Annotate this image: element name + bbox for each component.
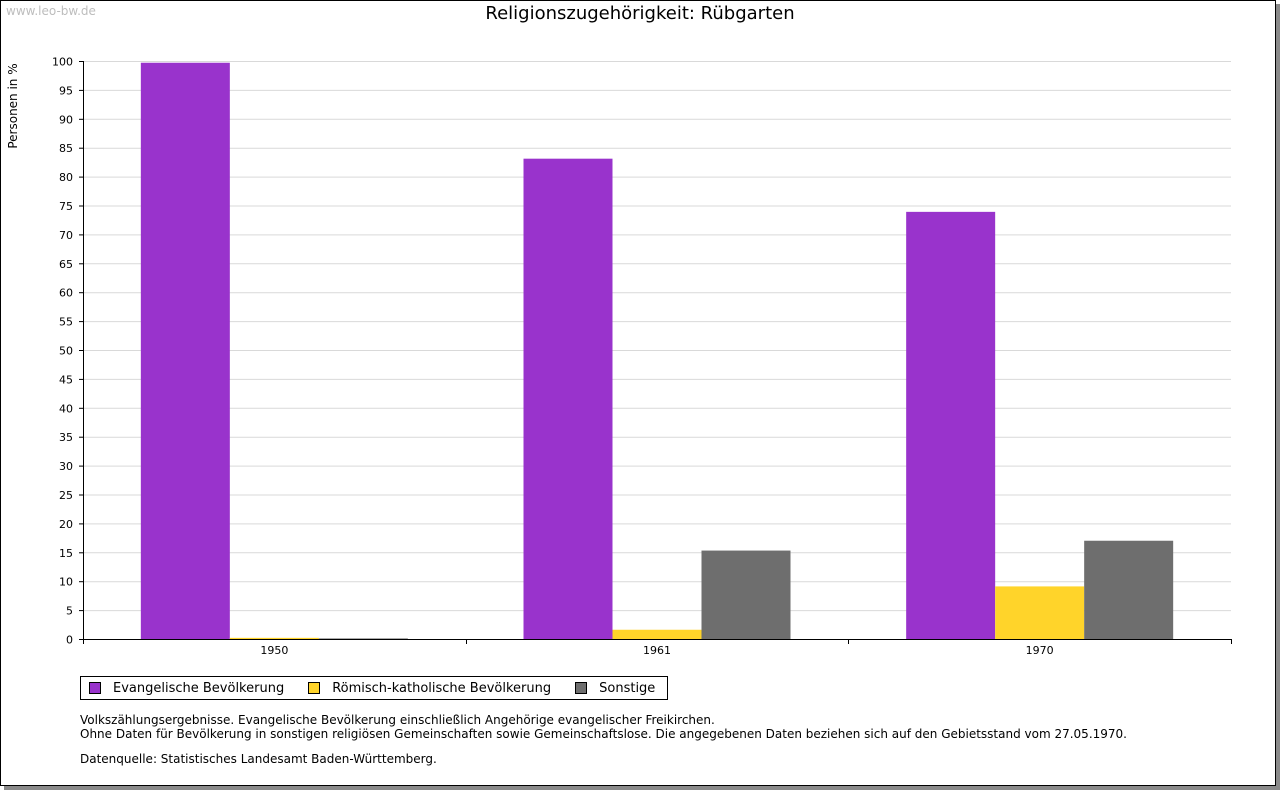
legend-swatch	[575, 682, 588, 694]
y-tick-label: 35	[59, 431, 73, 444]
y-tick-label: 95	[59, 84, 73, 97]
bar-1950-1	[229, 637, 319, 639]
y-tick-label: 50	[59, 345, 73, 358]
y-tick-label: 75	[59, 200, 73, 213]
y-tick-label: 15	[59, 547, 73, 560]
y-tick-label: 100	[52, 56, 73, 69]
bar-1950-0	[140, 62, 230, 639]
y-tick-label: 45	[59, 373, 73, 386]
legend: Evangelische Bevölkerung Römisch-katholis…	[80, 676, 669, 700]
x-tick-label: 1961	[643, 644, 671, 657]
y-tick-label: 60	[59, 287, 73, 300]
y-tick-label: 30	[59, 460, 73, 473]
legend-swatch	[89, 682, 101, 694]
data-source: Datenquelle: Statistisches Landesamt Bad…	[80, 752, 437, 766]
bar-1961-1	[612, 629, 702, 639]
y-tick-label: 55	[59, 316, 73, 329]
y-tick-label: 40	[59, 402, 73, 415]
legend-swatch	[308, 682, 321, 694]
y-tick-label: 25	[59, 489, 73, 502]
x-tick-label: 1970	[1026, 644, 1054, 657]
legend-label: Evangelische Bevölkerung	[113, 680, 285, 696]
legend-item: Sonstige	[575, 681, 655, 696]
y-tick-label: 90	[59, 113, 73, 126]
y-tick-label: 10	[59, 576, 73, 589]
bar-1970-1	[995, 586, 1085, 639]
legend-item: Evangelische Bevölkerung	[89, 681, 284, 696]
y-tick-label: 0	[66, 634, 73, 647]
legend-label: Sonstige	[599, 680, 656, 696]
chart-title: Religionszugehörigkeit: Rübgarten	[485, 3, 795, 24]
bar-1970-2	[1084, 540, 1174, 639]
x-tick-label: 1950	[260, 644, 288, 657]
note-line-1: Volkszählungsergebnisse. Evangelische Be…	[80, 713, 715, 727]
bar-1970-0	[906, 211, 996, 639]
y-tick-label: 85	[59, 142, 73, 155]
bar-1961-2	[701, 550, 791, 639]
legend-label: Römisch-katholische Bevölkerung	[332, 680, 552, 696]
y-tick-label: 70	[59, 229, 73, 242]
bar-1950-2	[318, 638, 408, 640]
bar-chart: 0 5 10 15 20 25 30 35 40 45 50 55 60 65 70 75 80 85 90 95 10…	[52, 56, 1232, 657]
watermark: www.leo-bw.de	[6, 4, 96, 18]
bar-1961-0	[523, 158, 613, 639]
legend-item: Römisch-katholische Bevölkerung	[308, 681, 551, 696]
y-tick-label: 80	[59, 171, 73, 184]
y-tick-label: 20	[59, 518, 73, 531]
y-tick-label: 65	[59, 258, 73, 271]
notes: Volkszählungsergebnisse. Evangelische Be…	[80, 713, 1127, 741]
y-tick-label: 5	[66, 605, 73, 618]
note-line-2: Ohne Daten für Bevölkerung in sonstigen …	[80, 727, 1127, 741]
